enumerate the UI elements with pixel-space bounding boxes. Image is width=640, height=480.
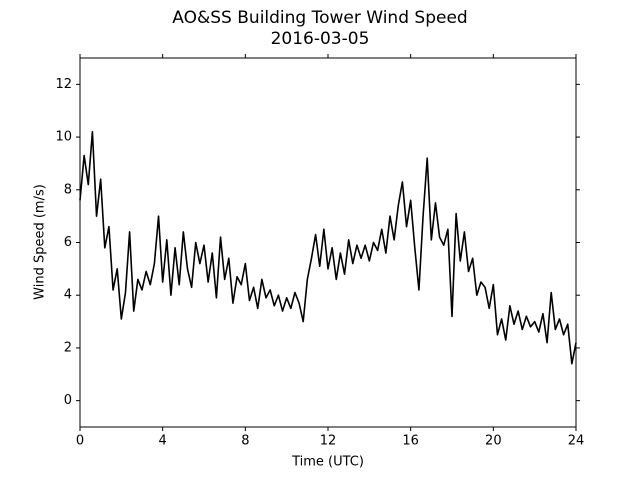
y-tick-label: 8 bbox=[64, 182, 72, 197]
chart-title: AO&SS Building Tower Wind Speed bbox=[172, 8, 467, 28]
x-tick-label: 20 bbox=[485, 434, 502, 449]
plot-frame bbox=[79, 57, 577, 428]
x-tick-label: 12 bbox=[320, 434, 337, 449]
y-tick-label: 2 bbox=[64, 340, 72, 355]
y-tick-label: 6 bbox=[64, 235, 72, 250]
x-tick-label: 16 bbox=[402, 434, 419, 449]
x-tick-label: 4 bbox=[159, 434, 167, 449]
data-line bbox=[79, 131, 577, 365]
y-tick-label: 12 bbox=[55, 77, 72, 92]
x-tick-label: 24 bbox=[568, 434, 585, 449]
y-axis-label: Wind Speed (m/s) bbox=[33, 184, 48, 300]
chart-subtitle: 2016-03-05 bbox=[271, 29, 370, 49]
x-tick-label: 0 bbox=[76, 434, 84, 449]
y-tick-label: 10 bbox=[55, 130, 72, 145]
y-tick-label: 0 bbox=[64, 393, 72, 408]
y-tick-label: 4 bbox=[64, 288, 72, 303]
x-tick-label: 8 bbox=[241, 434, 249, 449]
x-axis-label: Time (UTC) bbox=[291, 455, 364, 470]
